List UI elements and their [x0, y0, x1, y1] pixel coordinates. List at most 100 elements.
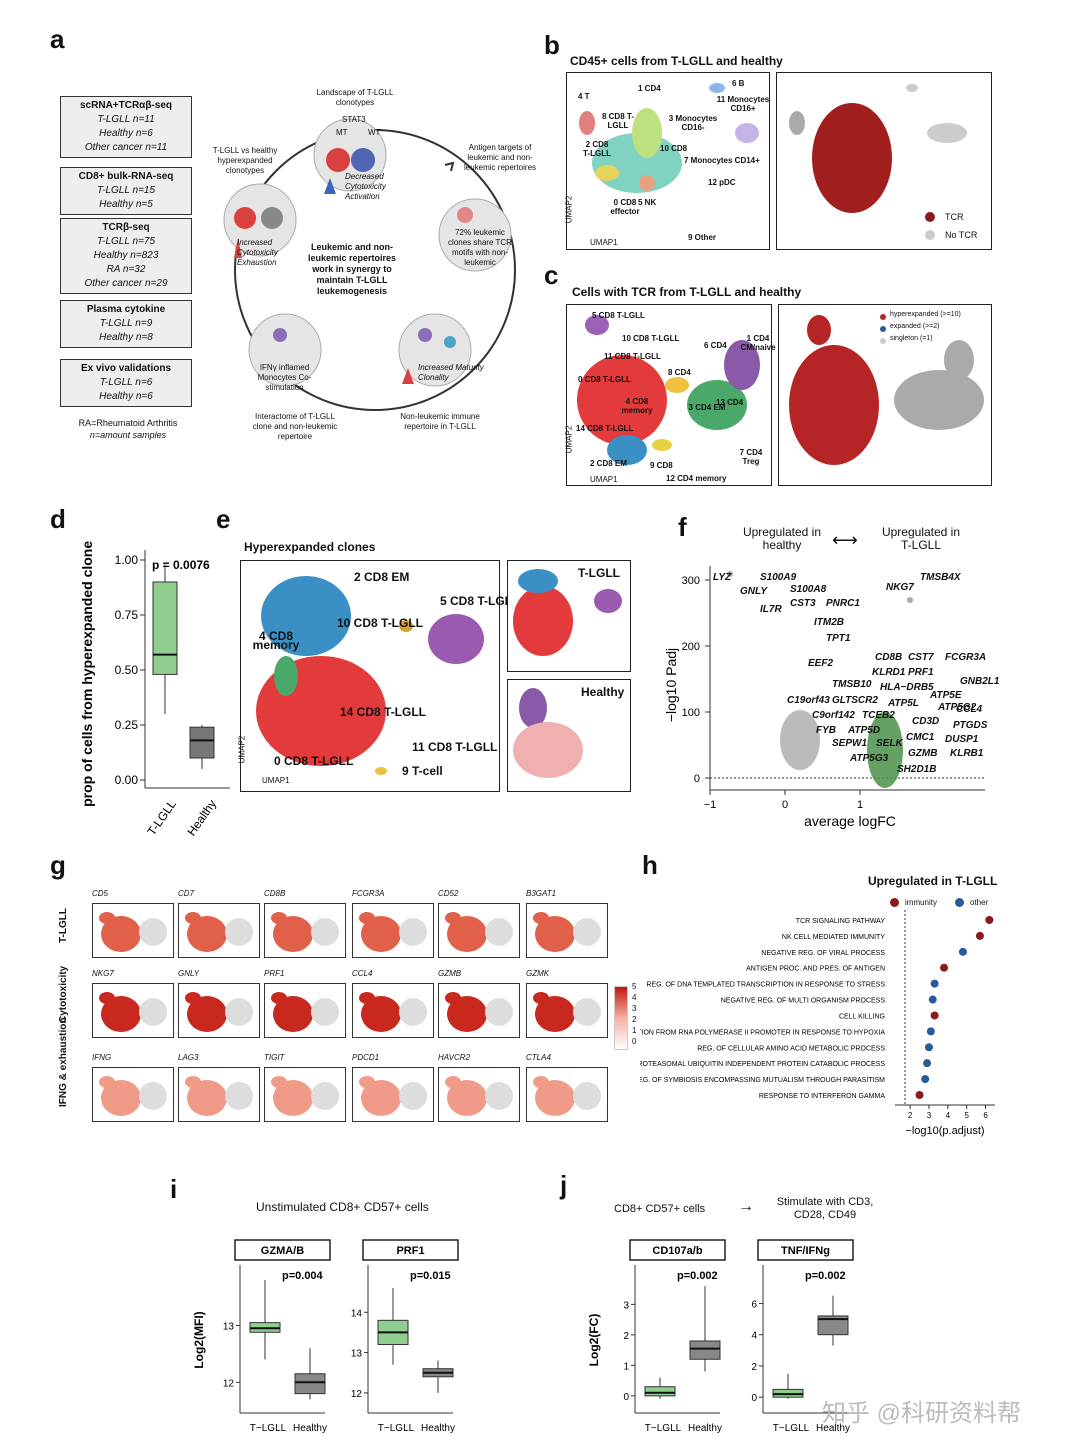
boxplot-i: GZMA/B 13 12 T−LGLL Healthy p=0.004 PRF1 14 13 12… [192, 1239, 459, 1434]
legend-other: other [970, 898, 989, 907]
gene-label: C19orf43 [787, 695, 830, 706]
gene-label: CCL4 [956, 704, 983, 715]
interactome-circle [248, 313, 322, 387]
j-arrow: → [738, 1198, 754, 1215]
x-tick: 5 [964, 1111, 969, 1120]
panel-letter-f: f [678, 512, 687, 542]
cluster-label: 10 CD8 T-LGLL [622, 334, 680, 343]
gene-label: KLRD1 [872, 667, 906, 678]
panel-letter-g: g [50, 850, 66, 880]
cluster-label: 7 Monocytes CD14+ [684, 156, 760, 165]
antigen-circle [438, 198, 512, 272]
feature-gene-label: LAG3 [178, 1053, 199, 1062]
facet-header [362, 1239, 459, 1261]
gene-label: TCEB2 [862, 710, 895, 721]
x-tick: 3 [927, 1111, 932, 1120]
cluster-label: 4 T [578, 92, 590, 101]
y-tick: 100 [682, 707, 700, 719]
gene-label: CST3 [790, 598, 816, 609]
healthy-box [689, 1340, 721, 1360]
cluster-label: 5 NK [638, 198, 657, 207]
y-axis-label: Log2(MFI) [192, 1311, 206, 1368]
umap-hyperexpanded [240, 560, 500, 792]
b-umap2: UMAP2 [564, 195, 574, 224]
facet-header [234, 1239, 331, 1261]
feature-umap [264, 903, 346, 958]
panel-h-title: Upregulated in T-LGLL [868, 874, 998, 888]
y-tick: 0.50 [115, 663, 139, 677]
term-label: REG. OF TRANSCRIPTION FROM RNA POLYMERAS… [640, 1029, 885, 1036]
interactome-text: IFNγ inflamed Monocytes Co-stimulation [257, 363, 312, 392]
term-label: NEGATIVE REG. OF VIRAL PROCESS [761, 950, 885, 957]
cohort-box-line: T-LGLL n=15 [96, 185, 156, 196]
y-tick: 0 [694, 773, 700, 785]
x-tick: Healthy [688, 1423, 722, 1434]
boxplot-j: CD107a/b 3 2 1 0 T−LGLL Healthy p=0.002 TNF/IFNg… [587, 1239, 854, 1434]
e-umap2: UMAP2 [237, 735, 247, 764]
colorbar-tick: 1 [632, 1026, 637, 1035]
y-tick: 14 [351, 1308, 363, 1319]
panel-letter-h: h [642, 850, 658, 880]
volcano-plot: 300 200 100 0 −1 0 1 average logFC −log10 Padj [663, 566, 985, 829]
feature-gene-label: B3GAT1 [526, 889, 557, 898]
gene-label: TMSB4X [920, 572, 961, 583]
facet-header [629, 1239, 726, 1261]
feature-row-label: IFNG & exhaustion [58, 1017, 69, 1107]
gene-label: ATP5G3 [850, 753, 889, 764]
tlgll-box [152, 581, 178, 675]
x-tick: T−LGLL [378, 1423, 415, 1434]
feature-umap [264, 983, 346, 1038]
feature-umap [438, 1067, 520, 1122]
facet-title: TNF/IFNg [781, 1245, 830, 1257]
gene-label: PRF1 [908, 667, 934, 678]
gene-label: CD3D [912, 716, 940, 727]
feature-gene-label: CCL4 [352, 969, 373, 978]
feature-gene-label: GNLY [178, 969, 200, 978]
cluster-label: 4 CD8 memory [621, 397, 653, 415]
gene-label: S100A9 [760, 572, 797, 583]
tlgll-box [644, 1386, 676, 1397]
panel-letter-e: e [216, 504, 231, 534]
cluster-label: 0 CD8 effector [610, 198, 640, 216]
panel-letter-a: a [50, 24, 65, 54]
term-dot [921, 1075, 930, 1084]
p-value: p=0.004 [282, 1270, 324, 1282]
colorbar-tick: 2 [632, 1015, 637, 1024]
cluster-label: 5 CD8 T-LGLL [440, 594, 520, 608]
cohort-box-title: CD8+ bulk-RNA-seq [78, 171, 174, 182]
cluster-label: 3 CD4 EM [688, 403, 726, 412]
x-tick: 2 [908, 1111, 913, 1120]
legend-other-dot [955, 898, 964, 907]
y-tick: 0 [751, 1393, 757, 1404]
cluster-label: 2 CD8 EM [590, 459, 627, 468]
term-dot [924, 1043, 933, 1052]
cohort-box: scRNA+TCRαβ-seq T-LGLL n=11 Healthy n=6 Oth… [60, 96, 192, 158]
legend-tcr: TCR [945, 212, 964, 222]
f-upregulated-tlgll: Upregulated in T-LGLL [881, 525, 961, 552]
cohort-box-line: Healthy n=823 [93, 250, 159, 261]
umap-tcr-clusters [566, 304, 772, 486]
umap-tcr-expansion [778, 304, 992, 486]
feature-gene-label: GZMB [438, 969, 462, 978]
feature-row-label: Cytotoxicity [58, 965, 69, 1023]
panel-letter-d: d [50, 504, 66, 534]
x-tick: T−LGLL [645, 1423, 682, 1434]
y-tick: 0.25 [115, 718, 139, 732]
feature-umap [92, 1067, 174, 1122]
motif-text: 72% leukemic clones share TCR motifs wit… [448, 228, 512, 267]
e-umap1: UMAP1 [262, 776, 290, 785]
cohort-box-line: Other cancer n=29 [84, 278, 168, 289]
term-label: REG. OF CELLULAR AMINO ACID METABOLIC PR… [697, 1045, 885, 1052]
feature-gene-label: CD52 [438, 889, 459, 898]
feature-gene-label: CTLA4 [526, 1053, 551, 1062]
gene-label: PTGDS [953, 720, 988, 731]
y-tick: 3 [623, 1300, 629, 1311]
legend-immunity: immunity [905, 898, 938, 907]
term-label: REG. OF DNA TEMPLATED TRANSCRIPTION IN R… [646, 982, 885, 989]
cluster-label: 9 T-cell [402, 764, 443, 778]
cluster-label: 0 CD8 T-LGLL [578, 375, 631, 384]
cluster-label: 9 CD8 [650, 461, 673, 470]
cohort-box: Ex vivo validations T-LGLL n=6 Healthy n=6 [60, 359, 192, 407]
feature-umap [264, 1067, 346, 1122]
cohort-box-line: RA n=32 [106, 264, 146, 275]
